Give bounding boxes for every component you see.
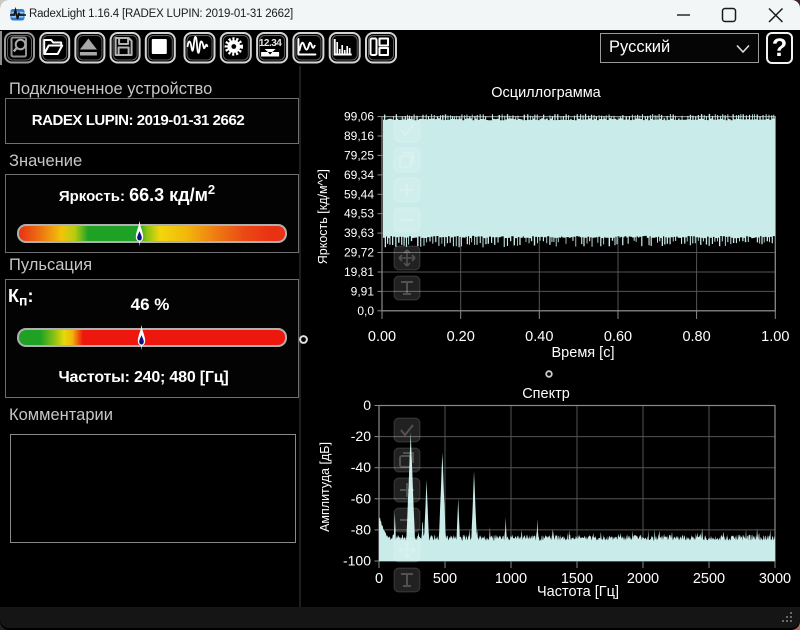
svg-text:59,44: 59,44 (344, 187, 374, 201)
svg-text:0.00: 0.00 (368, 329, 396, 345)
svg-text:39,63: 39,63 (344, 226, 374, 240)
svg-text:1500: 1500 (561, 571, 593, 587)
svg-text:99,06: 99,06 (344, 110, 374, 124)
svg-text:Осциллограмма: Осциллограмма (491, 85, 601, 101)
svg-text:79,25: 79,25 (344, 148, 374, 162)
svg-text:-100: -100 (343, 553, 371, 569)
svg-text:-20: -20 (351, 428, 371, 444)
svg-text:2500: 2500 (693, 571, 725, 587)
svg-text:0.80: 0.80 (682, 329, 710, 345)
svg-text:19,81: 19,81 (344, 265, 374, 279)
svg-text:0: 0 (363, 397, 371, 413)
svg-text:29,72: 29,72 (344, 246, 374, 260)
svg-text:1000: 1000 (495, 571, 527, 587)
svg-text:0.60: 0.60 (604, 329, 632, 345)
svg-text:Время [с]: Время [с] (552, 345, 615, 361)
svg-text:-60: -60 (351, 490, 371, 506)
svg-text:49,53: 49,53 (344, 207, 374, 221)
svg-text:0.20: 0.20 (447, 329, 475, 345)
svg-text:-80: -80 (351, 521, 371, 537)
svg-text:1.00: 1.00 (761, 329, 789, 345)
svg-text:Яркость [кд/м^2]: Яркость [кд/м^2] (316, 169, 330, 264)
svg-text:500: 500 (433, 571, 457, 587)
svg-text:2000: 2000 (627, 571, 659, 587)
svg-text:-40: -40 (351, 459, 371, 475)
svg-text:89,16: 89,16 (344, 129, 374, 143)
svg-text:0.40: 0.40 (525, 329, 553, 345)
svg-text:12.34: 12.34 (259, 38, 282, 49)
svg-text:69,34: 69,34 (344, 168, 374, 182)
svg-text:9,91: 9,91 (351, 284, 375, 298)
svg-text:0: 0 (375, 571, 383, 587)
svg-text:3000: 3000 (759, 571, 791, 587)
svg-text:Амплитуда [дБ]: Амплитуда [дБ] (318, 442, 332, 532)
svg-text:Спектр: Спектр (522, 386, 570, 402)
svg-text:0,0: 0,0 (357, 304, 374, 318)
svg-text:Частота [Гц]: Частота [Гц] (537, 584, 619, 600)
